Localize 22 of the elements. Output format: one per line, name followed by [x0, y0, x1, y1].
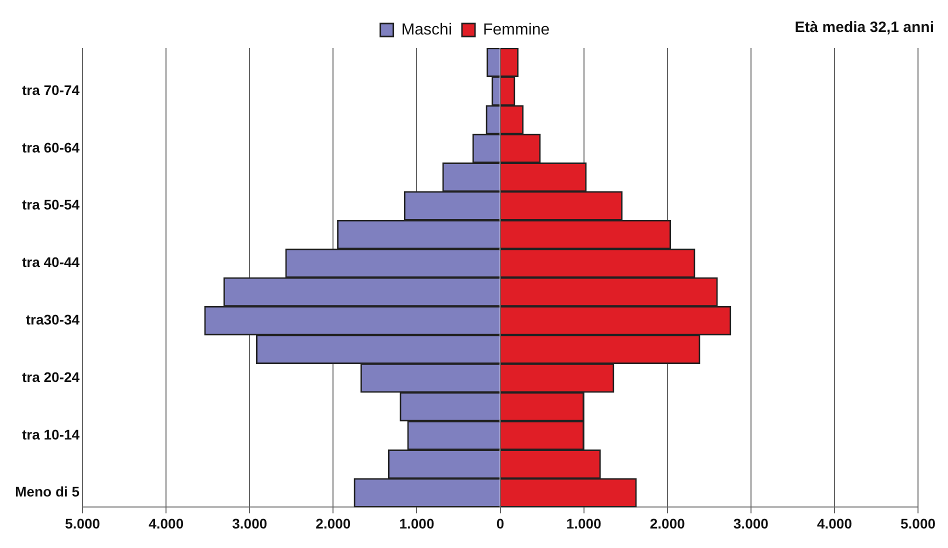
x-tick-label: 4.000 — [816, 515, 852, 532]
legend-label: Maschi — [401, 21, 452, 38]
x-tick-label: 2.000 — [650, 515, 686, 532]
y-tick-label: Meno di 5 — [14, 484, 80, 500]
y-tick-label: tra 50-54 — [22, 196, 80, 213]
y-tick-label: tra 40-44 — [22, 254, 80, 270]
y-tick-label: tra 70-74 — [22, 82, 80, 98]
y-tick-label: tra 20-24 — [22, 368, 80, 385]
x-tick-label: 0 — [496, 515, 504, 532]
legend-label: Femmine — [483, 21, 550, 38]
x-tick-label: 1.000 — [399, 515, 434, 532]
x-tick-label: 5.000 — [65, 515, 100, 532]
x-tick-label: 1.000 — [566, 515, 602, 532]
y-tick-label: tra 60-64 — [22, 139, 80, 156]
text: Età media 32,1 anni — [794, 19, 934, 36]
y-tick-label: tra30-34 — [26, 312, 80, 328]
x-tick-label: 5.000 — [900, 515, 936, 532]
y-tick-label: tra 10-14 — [22, 426, 80, 442]
x-tick-label: 4.000 — [148, 515, 184, 532]
x-tick-label: 3.000 — [733, 515, 769, 532]
x-tick-label: 3.000 — [232, 515, 268, 532]
x-tick-label: 2.000 — [316, 515, 351, 532]
